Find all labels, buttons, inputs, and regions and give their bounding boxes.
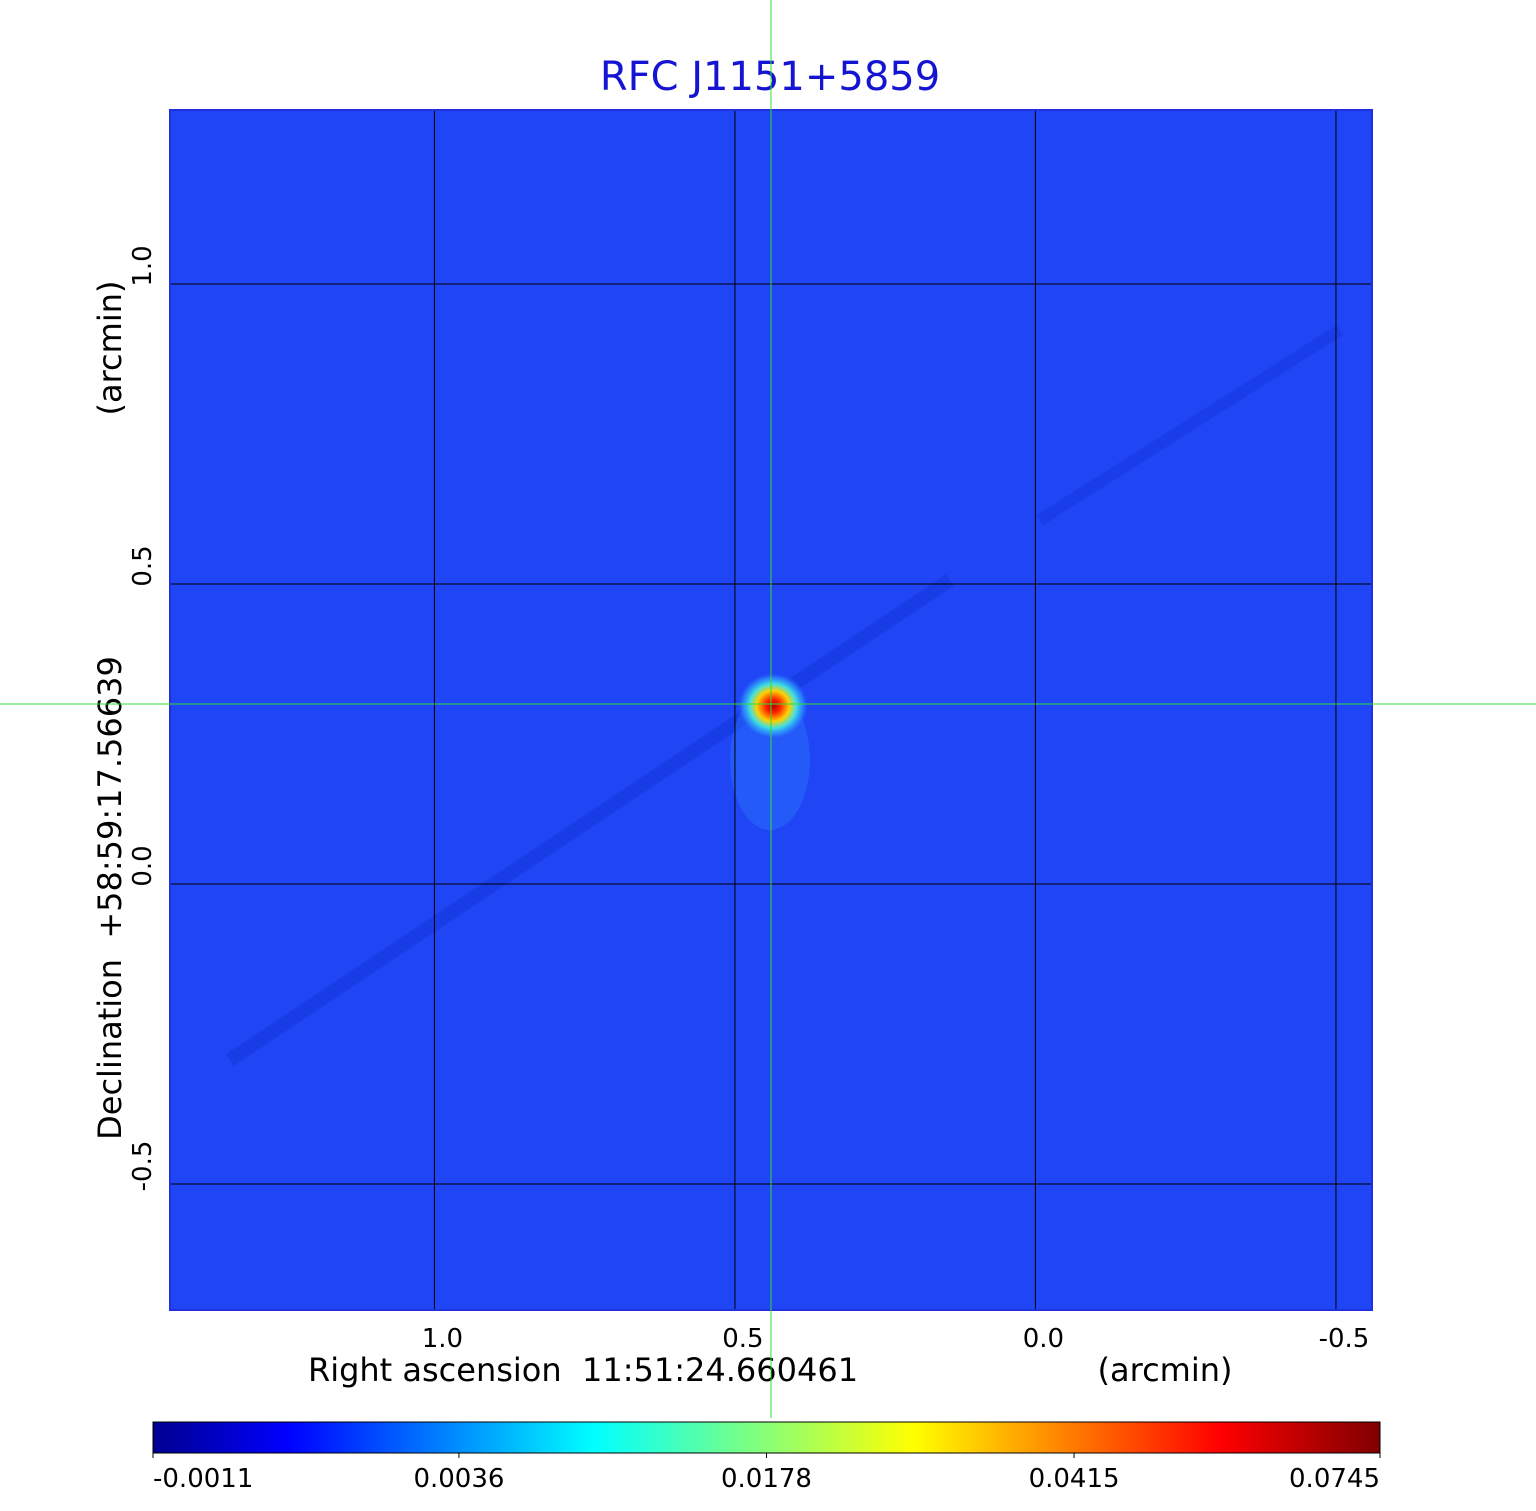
x-tick-label: 0.0 bbox=[1023, 1324, 1064, 1354]
colorbar-tick-label: -0.0011 bbox=[153, 1464, 253, 1494]
colorbar-tick-label: 0.0036 bbox=[413, 1464, 504, 1494]
y-axis-unit: (arcmin) bbox=[91, 281, 129, 416]
y-tick-label: 0.0 bbox=[128, 845, 158, 886]
y-tick-label: 1.0 bbox=[128, 245, 158, 286]
artifact-streak bbox=[1036, 324, 1344, 526]
y-axis-label: Declination +58:59:17.56639 bbox=[91, 656, 129, 1140]
x-tick-label: -0.5 bbox=[1319, 1324, 1370, 1354]
artifact-streak bbox=[226, 574, 954, 1066]
colorbar-tick-label: 0.0178 bbox=[721, 1464, 812, 1494]
x-tick-label: 1.0 bbox=[422, 1324, 463, 1354]
chart-title: RFC J1151+5859 bbox=[600, 54, 940, 100]
y-tick-label: -0.5 bbox=[128, 1141, 158, 1192]
x-axis-label: Right ascension 11:51:24.660461 bbox=[308, 1351, 858, 1389]
y-tick-label: 0.5 bbox=[128, 545, 158, 586]
colorbar-tick-label: 0.0415 bbox=[1029, 1464, 1120, 1494]
colorbar-tick-label: 0.0745 bbox=[1289, 1464, 1380, 1494]
colorbar bbox=[152, 1421, 1381, 1454]
x-axis-unit: (arcmin) bbox=[1098, 1351, 1233, 1389]
source-peak bbox=[737, 672, 809, 740]
x-tick-label: 0.5 bbox=[722, 1324, 763, 1354]
